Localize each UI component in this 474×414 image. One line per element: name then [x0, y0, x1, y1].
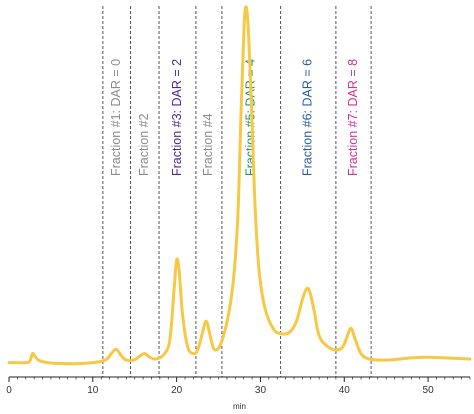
chromatogram-trace — [7, 5, 472, 366]
x-tick-label-40: 40 — [339, 385, 351, 396]
x-tick-label-0: 0 — [6, 385, 12, 396]
fraction-label-1: Fraction #1: DAR = 0 — [109, 59, 123, 176]
fraction-label-2: Fraction #2 — [137, 113, 151, 176]
fraction-label-6: Fraction #6: DAR = 6 — [301, 59, 315, 176]
fraction-label-7: Fraction #7: DAR = 8 — [346, 59, 360, 176]
fraction-label-3: Fraction #3: DAR = 2 — [170, 59, 184, 176]
fraction-label-4: Fraction #4 — [201, 113, 215, 176]
x-tick-label-20: 20 — [171, 385, 183, 396]
x-tick-label-30: 30 — [255, 385, 267, 396]
x-tick-label-10: 10 — [87, 385, 99, 396]
x-tick-label-50: 50 — [423, 385, 435, 396]
x-axis-title: min — [233, 402, 246, 411]
